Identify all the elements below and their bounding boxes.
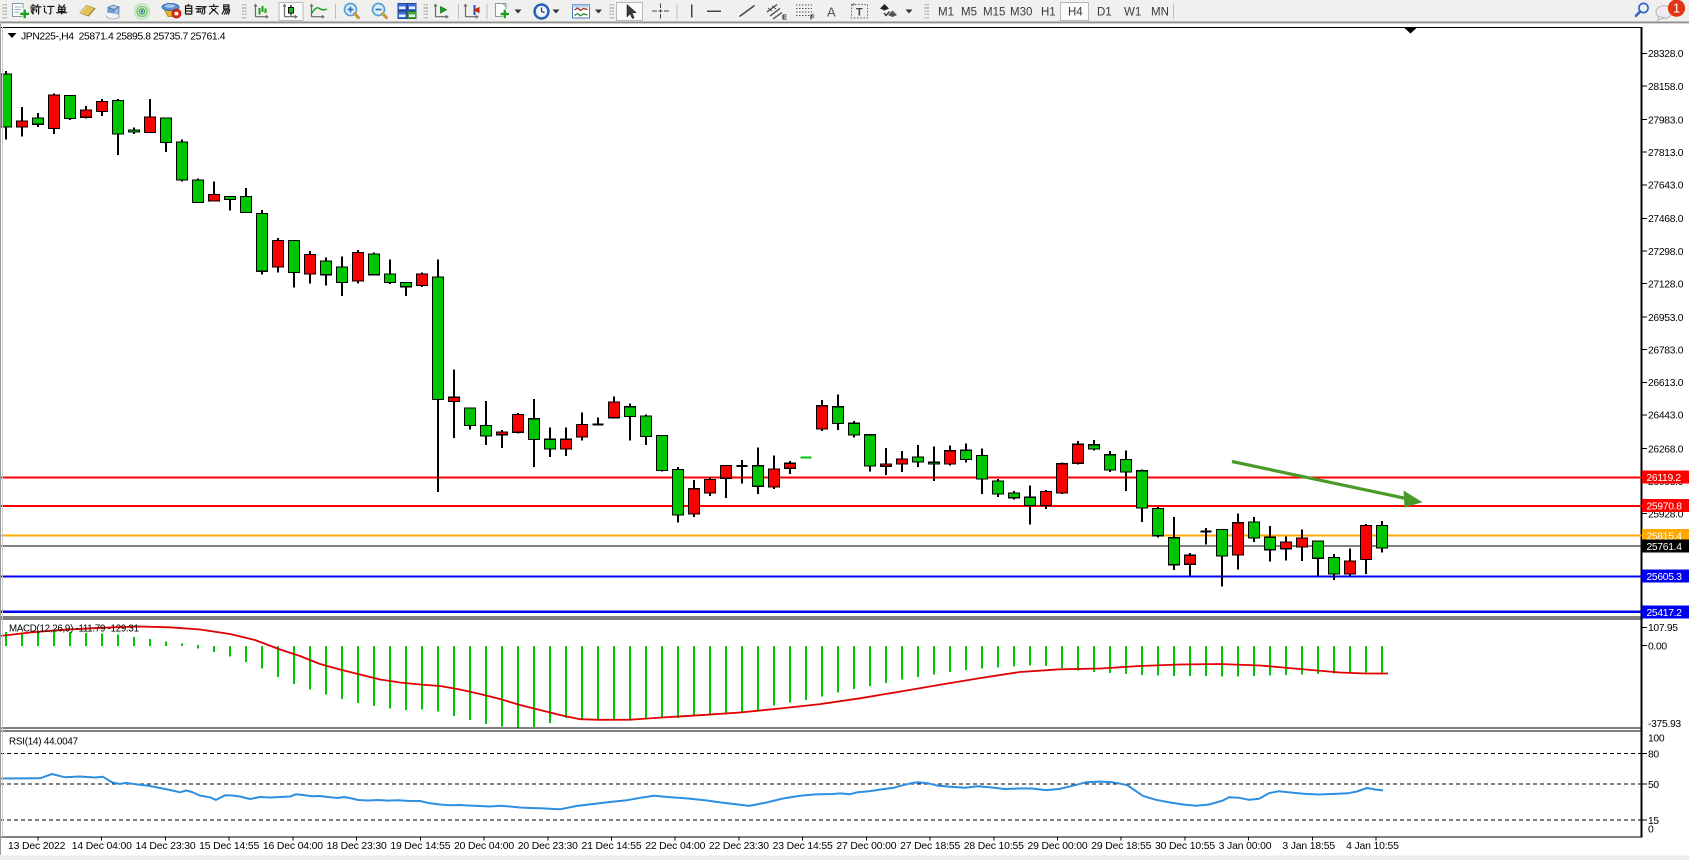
svg-text:29 Dec 18:55: 29 Dec 18:55	[1091, 841, 1151, 852]
svg-text:107.95: 107.95	[1648, 623, 1678, 634]
svg-text:W1: W1	[1124, 7, 1141, 19]
svg-text:MACD(12,26,9) -111.79 -129.31: MACD(12,26,9) -111.79 -129.31	[9, 623, 139, 634]
svg-text:F: F	[810, 13, 815, 22]
svg-text:M1: M1	[938, 7, 954, 19]
svg-text:T: T	[856, 7, 863, 19]
svg-text:28328.0: 28328.0	[1648, 49, 1684, 60]
svg-text:H4: H4	[1068, 7, 1083, 19]
svg-text:25761.4: 25761.4	[1647, 542, 1683, 553]
svg-text:15: 15	[1648, 816, 1659, 827]
svg-text:D1: D1	[1097, 7, 1112, 19]
svg-text:RSI(14) 44.0047: RSI(14) 44.0047	[9, 736, 78, 747]
svg-text:26268.0: 26268.0	[1648, 444, 1684, 455]
svg-text:25417.2: 25417.2	[1647, 608, 1683, 619]
svg-text:A: A	[827, 5, 836, 20]
svg-text:80: 80	[1648, 749, 1659, 760]
svg-text:1: 1	[1673, 1, 1680, 16]
svg-text:4 Jan 10:55: 4 Jan 10:55	[1346, 841, 1399, 852]
svg-text:18 Dec 23:30: 18 Dec 23:30	[327, 841, 387, 852]
svg-text:25928.0: 25928.0	[1648, 510, 1684, 521]
svg-text:26953.0: 26953.0	[1648, 313, 1684, 324]
svg-text:26613.0: 26613.0	[1648, 378, 1684, 389]
svg-text:0: 0	[1648, 824, 1654, 835]
svg-text:27 Dec 00:00: 27 Dec 00:00	[836, 841, 896, 852]
svg-text:3 Jan 18:55: 3 Jan 18:55	[1282, 841, 1335, 852]
svg-text:14 Dec 04:00: 14 Dec 04:00	[72, 841, 132, 852]
svg-text:26443.0: 26443.0	[1648, 411, 1684, 422]
svg-text:26119.2: 26119.2	[1647, 473, 1682, 484]
svg-text:22 Dec 04:00: 22 Dec 04:00	[645, 841, 705, 852]
svg-text:30 Dec 10:55: 30 Dec 10:55	[1155, 841, 1215, 852]
svg-text:23 Dec 14:55: 23 Dec 14:55	[773, 841, 833, 852]
svg-text:27983.0: 27983.0	[1648, 115, 1684, 126]
svg-text:-375.93: -375.93	[1648, 719, 1681, 730]
svg-text:22 Dec 23:30: 22 Dec 23:30	[709, 841, 769, 852]
svg-text:25605.3: 25605.3	[1647, 572, 1683, 583]
svg-text:27128.0: 27128.0	[1648, 279, 1684, 290]
svg-text:E: E	[782, 13, 787, 22]
svg-text:26783.0: 26783.0	[1648, 346, 1684, 357]
svg-text:M5: M5	[961, 7, 977, 19]
svg-text:27643.0: 27643.0	[1648, 181, 1684, 192]
svg-text:20 Dec 23:30: 20 Dec 23:30	[518, 841, 578, 852]
svg-text:27298.0: 27298.0	[1648, 247, 1684, 258]
svg-text:28158.0: 28158.0	[1648, 82, 1684, 93]
svg-text:25815.4: 25815.4	[1647, 531, 1683, 542]
svg-text:19 Dec 14:55: 19 Dec 14:55	[390, 841, 450, 852]
svg-text:28 Dec 10:55: 28 Dec 10:55	[964, 841, 1024, 852]
svg-text:29 Dec 00:00: 29 Dec 00:00	[1028, 841, 1088, 852]
svg-text:14 Dec 23:30: 14 Dec 23:30	[135, 841, 195, 852]
svg-text:MN: MN	[1151, 7, 1169, 19]
svg-text:3 Jan 00:00: 3 Jan 00:00	[1219, 841, 1272, 852]
svg-text:27468.0: 27468.0	[1648, 214, 1684, 225]
svg-text:21 Dec 14:55: 21 Dec 14:55	[581, 841, 641, 852]
svg-text:M30: M30	[1010, 7, 1032, 19]
svg-text:25970.8: 25970.8	[1647, 502, 1683, 513]
svg-text:100: 100	[1648, 733, 1665, 744]
svg-text:13 Dec 2022: 13 Dec 2022	[8, 841, 66, 852]
svg-text:M15: M15	[983, 7, 1005, 19]
svg-text:H1: H1	[1041, 7, 1056, 19]
svg-text:16 Dec 04:00: 16 Dec 04:00	[263, 841, 323, 852]
svg-text:15 Dec 14:55: 15 Dec 14:55	[199, 841, 259, 852]
svg-text:JPN225-,H4 25871.4 25895.8 25: JPN225-,H4 25871.4 25895.8 25735.7 25761…	[21, 32, 226, 43]
svg-text:0.00: 0.00	[1648, 641, 1667, 652]
svg-text:27813.0: 27813.0	[1648, 148, 1684, 159]
svg-text:27 Dec 18:55: 27 Dec 18:55	[900, 841, 960, 852]
svg-text:50: 50	[1648, 780, 1659, 791]
svg-text:20 Dec 04:00: 20 Dec 04:00	[454, 841, 514, 852]
